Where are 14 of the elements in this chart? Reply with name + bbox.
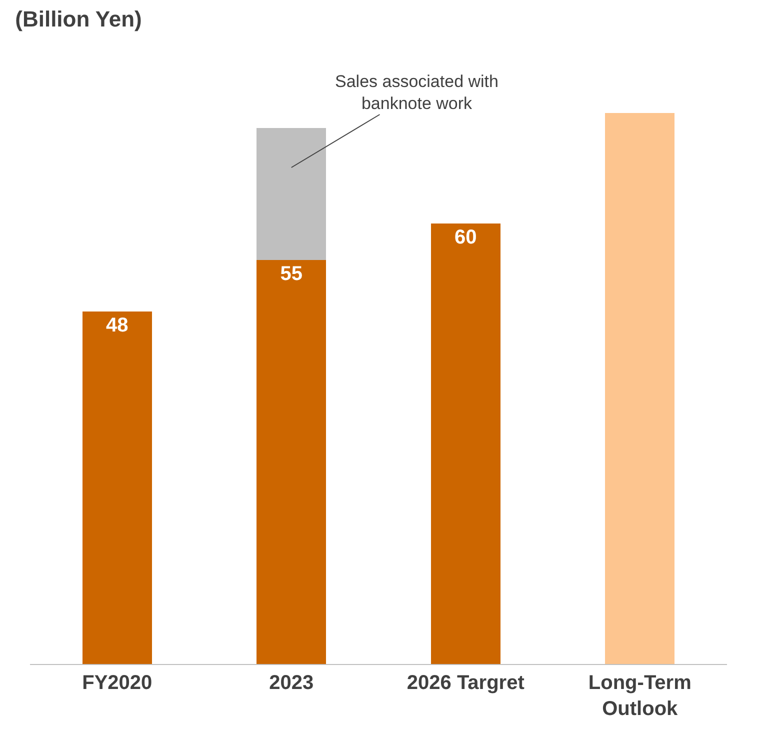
data-label: 55 [280,263,303,286]
bar [256,260,326,664]
bar [430,223,500,664]
text: Sales associated with banknote work [335,72,498,114]
x-tick-label: 2023 [269,672,314,694]
bar [82,311,152,664]
x-tick-label: FY2020 [82,672,152,694]
x-tick-label: 2026 Targret [406,672,525,694]
bar [256,128,326,260]
data-label: 60 [454,226,477,248]
chart-title: (Billion Yen) [15,6,142,32]
x-tick-label: Long-Term Outlook [588,672,692,720]
bar [605,113,675,664]
data-label: 48 [106,314,128,336]
